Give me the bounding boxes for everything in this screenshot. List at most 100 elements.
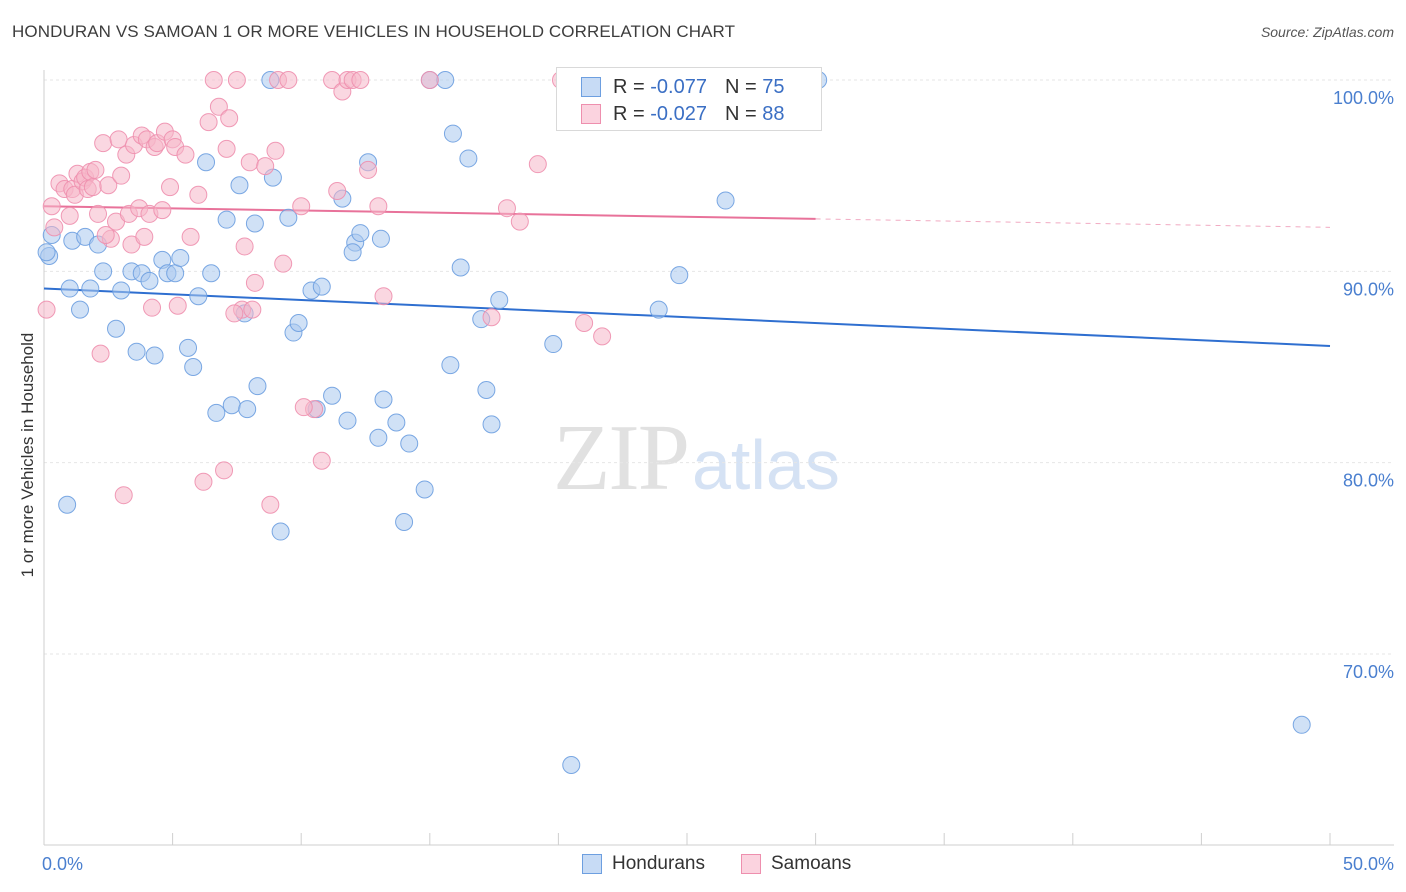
- samoan-point: [153, 201, 172, 220]
- samoan-point: [497, 199, 516, 218]
- honduran-point: [197, 153, 216, 172]
- chart-title: HONDURAN VS SAMOAN 1 OR MORE VEHICLES IN…: [12, 22, 736, 41]
- honduran-point: [127, 342, 146, 361]
- samoan-point: [60, 206, 79, 225]
- samoan-point: [217, 139, 236, 158]
- samoan-point: [194, 472, 213, 491]
- legend-n-value: 75: [762, 75, 785, 98]
- samoan-point: [161, 178, 180, 197]
- samoan-trend-line: [43, 205, 816, 220]
- samoan-point: [593, 327, 612, 346]
- y-axis-label: 1 or more Vehicles in Household: [18, 333, 37, 578]
- samoan-point: [256, 157, 275, 176]
- samoan-point: [89, 204, 108, 223]
- y-tick-label: 70.0%: [1343, 662, 1394, 682]
- honduran-point: [245, 214, 264, 233]
- samoan-point: [482, 308, 501, 327]
- bottom-legend-swatch-samoans: [741, 854, 761, 874]
- trend-lines: [43, 205, 1331, 347]
- legend-row-hondurans: R = -0.077 N = 75: [581, 75, 784, 99]
- samoan-point: [37, 300, 56, 319]
- samoan-point: [528, 155, 547, 174]
- honduran-point: [230, 176, 249, 195]
- samoan-point: [227, 71, 246, 89]
- honduran-point: [289, 313, 308, 332]
- honduran-point: [670, 266, 689, 285]
- honduran-point: [107, 319, 126, 338]
- legend-r-value: -0.027: [650, 102, 707, 125]
- samoan-point: [274, 254, 293, 273]
- honduran-point: [323, 386, 342, 405]
- samoan-point: [114, 486, 133, 505]
- honduran-point: [415, 480, 434, 499]
- legend-r-label: R =: [613, 75, 645, 98]
- correlation-legend: R = -0.077 N = 75 R = -0.027 N = 88: [556, 67, 822, 131]
- honduran-point: [58, 495, 77, 514]
- legend-n-label: N =: [724, 102, 757, 125]
- tick-labels: 100.0% 90.0% 80.0% 70.0% 0.0% 50.0% 1 or more …: [18, 88, 1394, 874]
- honduran-point: [544, 335, 563, 354]
- samoan-point: [215, 461, 234, 480]
- legend-n-label: N =: [724, 75, 757, 98]
- samoan-point: [261, 495, 280, 514]
- samoan-point: [209, 97, 228, 116]
- honduran-point: [351, 224, 370, 243]
- honduran-point: [140, 271, 159, 290]
- chart-source: Source: ZipAtlas.com: [1260, 24, 1394, 40]
- samoan-point: [45, 218, 64, 237]
- honduran-point: [37, 243, 56, 262]
- honduran-trend-line: [43, 287, 1331, 347]
- data-points: [37, 71, 1311, 774]
- honduran-point: [222, 396, 241, 415]
- samoan-point: [204, 71, 223, 89]
- honduran-point: [207, 403, 226, 422]
- legend-r-value: -0.077: [650, 75, 707, 98]
- honduran-point: [490, 291, 509, 310]
- honduran-point: [387, 413, 406, 432]
- samoan-point: [328, 181, 347, 200]
- honduran-point: [166, 264, 185, 283]
- samoan-point: [220, 109, 239, 128]
- samoan-point: [99, 176, 118, 195]
- bottom-legend-hondurans: Hondurans: [582, 852, 705, 876]
- samoan-point: [245, 273, 264, 292]
- honduran-point: [171, 248, 190, 267]
- honduran-point: [441, 356, 460, 375]
- samoan-point: [181, 227, 200, 246]
- honduran-point: [145, 346, 164, 365]
- honduran-point: [343, 243, 362, 262]
- samoan-trend-extension: [815, 218, 1331, 228]
- axes: [43, 70, 1394, 846]
- samoan-point: [176, 145, 195, 164]
- honduran-point: [248, 377, 267, 396]
- samoan-point: [575, 313, 594, 332]
- honduran-point: [649, 300, 668, 319]
- legend-swatch-hondurans: [581, 77, 601, 97]
- honduran-point: [217, 210, 236, 229]
- honduran-point: [562, 755, 581, 774]
- honduran-point: [459, 149, 478, 168]
- honduran-point: [374, 390, 393, 409]
- bottom-legend-swatch-hondurans: [582, 854, 602, 874]
- samoan-point: [94, 134, 113, 153]
- bottom-legend-label-hondurans: Hondurans: [612, 853, 705, 874]
- honduran-point: [400, 434, 419, 453]
- honduran-point: [371, 229, 390, 248]
- honduran-point: [189, 287, 208, 306]
- honduran-point: [451, 258, 470, 277]
- samoan-point: [279, 71, 298, 89]
- honduran-point: [279, 208, 298, 227]
- samoan-point: [96, 225, 115, 244]
- honduran-point: [238, 400, 257, 419]
- honduran-point: [112, 281, 131, 300]
- honduran-point: [395, 512, 414, 531]
- honduran-point: [179, 338, 198, 357]
- legend-row-samoans: R = -0.027 N = 88: [581, 102, 784, 126]
- legend-n-value: 88: [762, 102, 785, 125]
- samoan-point: [359, 160, 378, 179]
- y-tick-label: 90.0%: [1343, 279, 1394, 299]
- samoan-point: [292, 197, 311, 216]
- samoan-point: [510, 212, 529, 231]
- y-tick-label: 100.0%: [1333, 88, 1394, 108]
